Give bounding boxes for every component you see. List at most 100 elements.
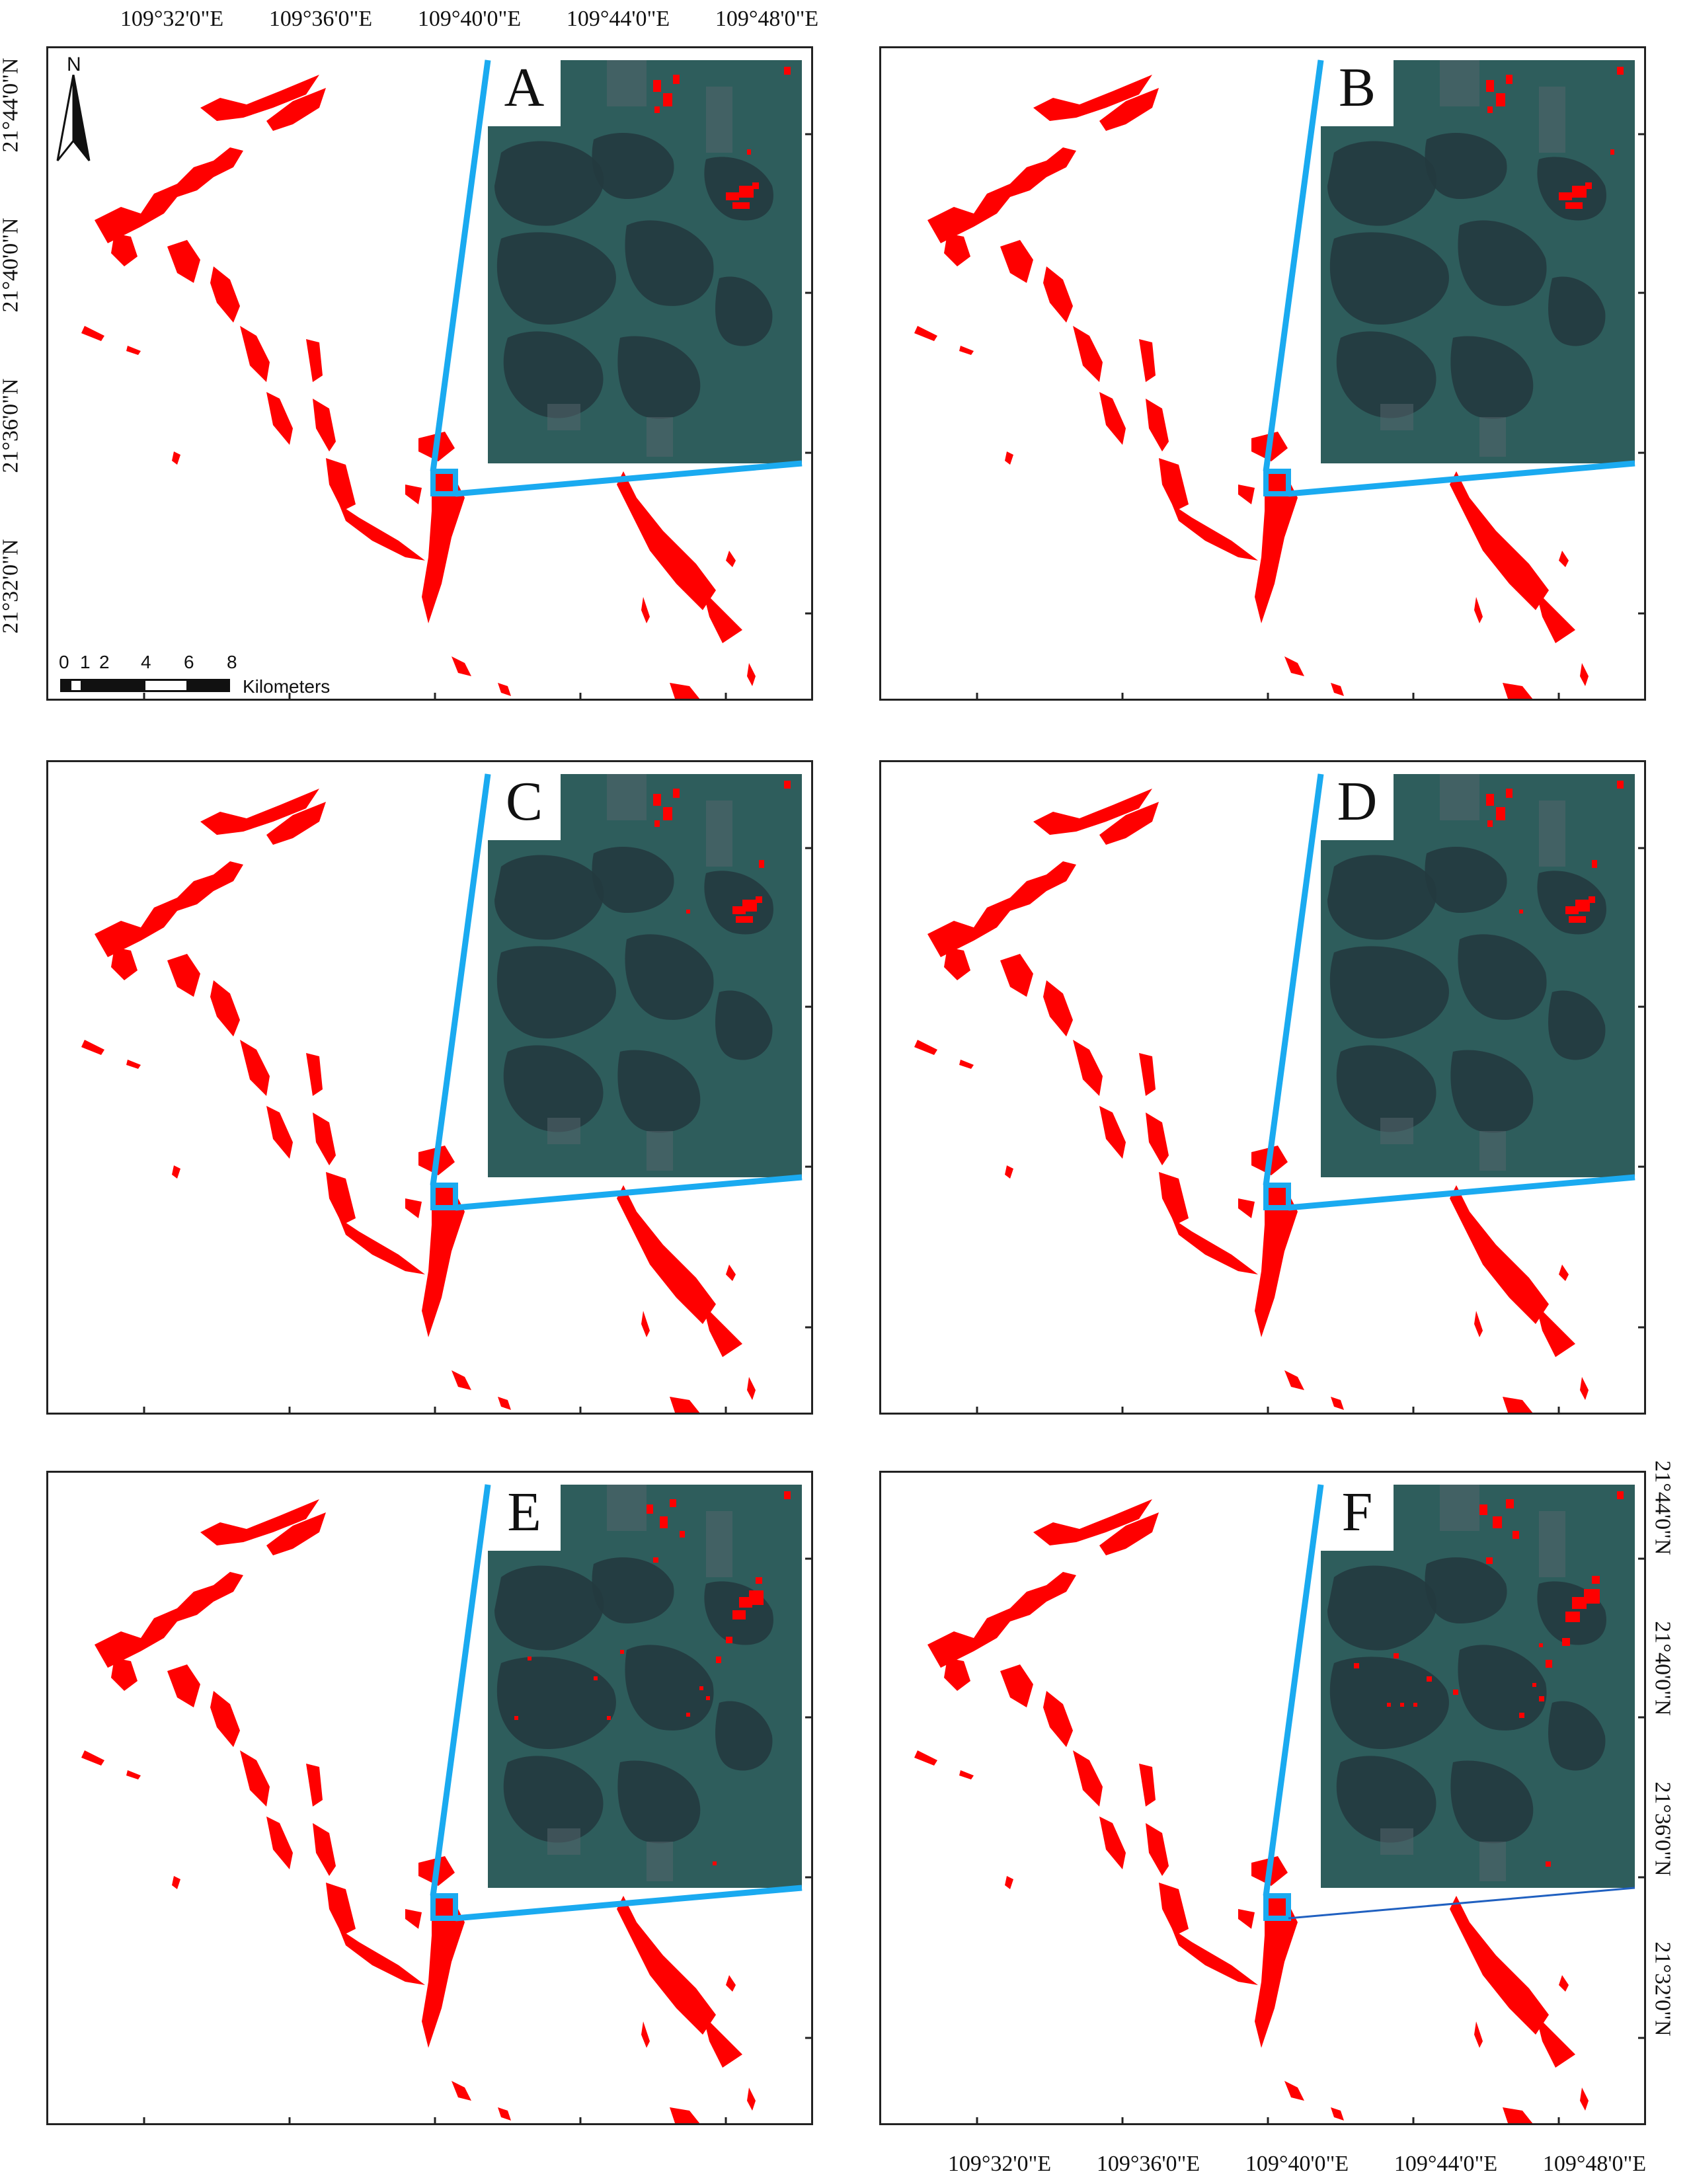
mangrove-patch bbox=[670, 1397, 700, 1413]
mangrove-patch bbox=[1476, 511, 1536, 597]
inset-feature bbox=[1440, 60, 1479, 106]
mangrove-patch bbox=[313, 1112, 336, 1165]
satellite-inset bbox=[1321, 1485, 1635, 1888]
mangrove-patch bbox=[339, 1218, 425, 1274]
mangrove-patch bbox=[111, 947, 138, 980]
inset-mangrove-pixel bbox=[1592, 1576, 1600, 1584]
inset-mangrove-pixel bbox=[1565, 1612, 1580, 1622]
inset-mangrove-pixel bbox=[716, 1657, 721, 1663]
mangrove-patch bbox=[1146, 1823, 1169, 1876]
mangrove-map bbox=[81, 75, 811, 699]
zoom-connector bbox=[455, 1174, 803, 1211]
inset-mangrove-pixel bbox=[1610, 149, 1614, 155]
inset-mangrove-pixel bbox=[784, 67, 791, 75]
zoom-box bbox=[1263, 1183, 1291, 1210]
inset-mangrove-pixel bbox=[1592, 860, 1597, 868]
inset-island bbox=[503, 331, 604, 418]
mangrove-patch bbox=[1238, 1198, 1255, 1218]
mangrove-patch bbox=[726, 551, 736, 567]
mangrove-patch bbox=[1073, 1040, 1103, 1096]
mangrove-patch bbox=[95, 1572, 243, 1668]
inset-feature bbox=[607, 774, 647, 820]
inset-mangrove-pixel bbox=[726, 1637, 732, 1643]
inset-mangrove-pixel bbox=[1486, 80, 1494, 92]
inset-island bbox=[496, 946, 616, 1038]
mangrove-patch bbox=[452, 656, 471, 676]
inset-feature bbox=[607, 60, 647, 106]
inset-mangrove-pixel bbox=[654, 106, 660, 113]
inset-mangrove-pixel bbox=[732, 202, 750, 209]
mangrove-patch bbox=[1559, 551, 1569, 567]
mangrove-patch bbox=[617, 1896, 716, 2035]
mangrove-patch bbox=[1172, 504, 1258, 561]
mangrove-patch bbox=[240, 1040, 270, 1096]
mangrove-patch bbox=[210, 1691, 240, 1747]
inset-island bbox=[1458, 934, 1547, 1020]
mangrove-patch bbox=[405, 485, 422, 504]
mangrove-patch bbox=[1474, 597, 1483, 623]
scale-tick-label: 1 bbox=[80, 652, 91, 672]
inset-feature bbox=[1380, 404, 1413, 430]
mangrove-patch bbox=[1331, 2107, 1344, 2121]
mangrove-patch bbox=[1536, 590, 1575, 643]
mangrove-patch bbox=[1450, 1185, 1549, 1324]
inset-mangrove-pixel bbox=[654, 820, 660, 827]
longitude-label: 109°40'0"E bbox=[417, 7, 522, 31]
inset-feature bbox=[706, 1511, 732, 1577]
mangrove-patch bbox=[1476, 1935, 1536, 2021]
inset-mangrove-pixel bbox=[1565, 202, 1583, 209]
mangrove-patch bbox=[200, 789, 319, 835]
satellite-inset bbox=[488, 774, 802, 1177]
mangrove-patch bbox=[1146, 399, 1169, 451]
scale-bar bbox=[60, 679, 230, 692]
longitude-label: 109°48'0"E bbox=[715, 7, 819, 31]
scale-tick-label: 8 bbox=[227, 652, 237, 672]
latitude-label: 21°40'0"N bbox=[1650, 1621, 1675, 1716]
mangrove-patch bbox=[313, 1823, 336, 1876]
panel-letter: A bbox=[488, 60, 561, 126]
mangrove-patch bbox=[1580, 2087, 1589, 2111]
inset-island bbox=[1336, 331, 1436, 418]
north-arrow-icon bbox=[56, 75, 91, 161]
mangrove-patch bbox=[944, 233, 970, 266]
inset-mangrove-pixel bbox=[1546, 1861, 1551, 1867]
inset-island bbox=[715, 990, 773, 1060]
mangrove-patch bbox=[1033, 1499, 1152, 1545]
inset-feature bbox=[1440, 1485, 1479, 1531]
mangrove-patch bbox=[927, 1572, 1076, 1668]
mangrove-patch bbox=[1450, 471, 1549, 610]
mangrove-patch bbox=[617, 471, 716, 610]
inset-island bbox=[592, 1557, 674, 1623]
mangrove-patch bbox=[1000, 240, 1033, 283]
inset-mangrove-pixel bbox=[742, 900, 757, 912]
mangrove-patch bbox=[1099, 1512, 1159, 1555]
mangrove-patch bbox=[1559, 1265, 1569, 1281]
inset-mangrove-pixel bbox=[1519, 1713, 1524, 1718]
mangrove-patch bbox=[1099, 1816, 1126, 1869]
mangrove-patch bbox=[726, 1975, 736, 1992]
mangrove-patch bbox=[498, 683, 511, 696]
mangrove-patch bbox=[1033, 789, 1152, 835]
inset-mangrove-pixel bbox=[673, 75, 680, 84]
inset-mangrove-pixel bbox=[1427, 1676, 1432, 1682]
mangrove-patch bbox=[111, 233, 138, 266]
mangrove-patch bbox=[266, 1816, 293, 1869]
inset-mangrove-pixel bbox=[1575, 900, 1590, 912]
inset-feature bbox=[547, 1828, 580, 1855]
mangrove-patch bbox=[914, 326, 937, 341]
mangrove-patch bbox=[126, 1770, 141, 1779]
inset-feature bbox=[706, 800, 732, 867]
mangrove-patch bbox=[747, 663, 756, 686]
mangrove-patch bbox=[326, 1172, 356, 1225]
inset-island bbox=[1425, 1557, 1507, 1623]
inset-mangrove-pixel bbox=[1354, 1663, 1359, 1668]
zoom-connector bbox=[430, 59, 491, 472]
panel-letter: B bbox=[1321, 60, 1394, 126]
mangrove-patch bbox=[1172, 1218, 1258, 1274]
inset-mangrove-pixel bbox=[1413, 1703, 1417, 1707]
mangrove-map bbox=[914, 1499, 1644, 2123]
mangrove-patch bbox=[1139, 339, 1156, 382]
inset-mangrove-pixel bbox=[663, 807, 672, 820]
inset-mangrove-pixel bbox=[756, 896, 762, 903]
inset-mangrove-pixel bbox=[1539, 1696, 1544, 1701]
